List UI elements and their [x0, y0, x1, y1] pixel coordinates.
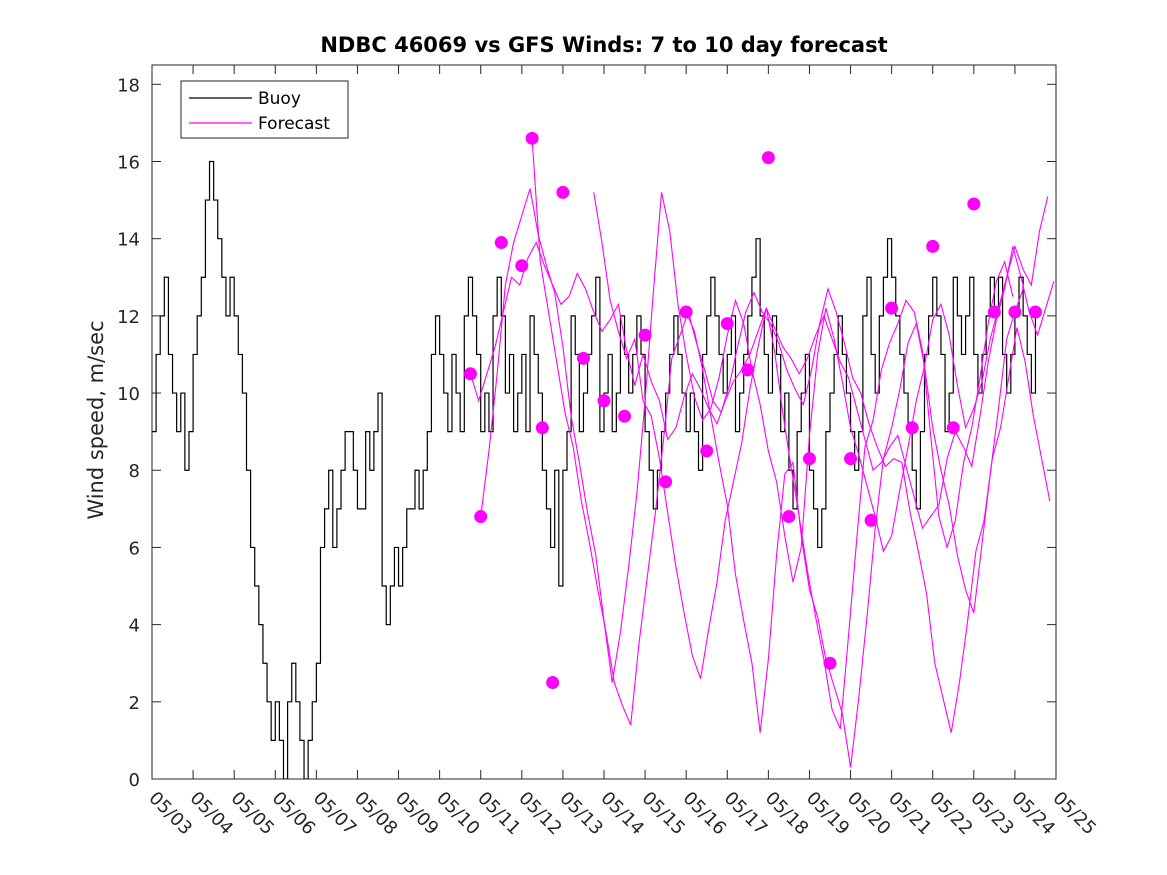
y-axis-label: Wind speed, m/sec — [84, 320, 108, 519]
y-tick-label: 16 — [117, 152, 140, 173]
forecast-marker — [494, 236, 508, 250]
legend-label: Buoy — [258, 89, 301, 109]
forecast-marker — [885, 301, 899, 315]
forecast-series-line-3 — [531, 138, 1051, 733]
forecast-marker — [546, 676, 560, 690]
forecast-marker — [515, 259, 529, 273]
forecast-marker — [987, 305, 1001, 319]
legend-box — [180, 80, 349, 139]
forecast-marker — [967, 197, 981, 211]
plot-series-group — [152, 131, 1055, 779]
forecast-marker — [525, 131, 539, 145]
forecast-marker — [844, 452, 858, 466]
forecast-marker — [556, 185, 570, 199]
forecast-marker — [679, 305, 693, 319]
y-tick-label: 10 — [117, 384, 140, 405]
forecast-marker — [741, 363, 755, 377]
forecast-series-line-1 — [469, 241, 1055, 530]
forecast-marker — [659, 475, 673, 489]
y-tick-label: 4 — [129, 616, 140, 637]
forecast-marker — [926, 239, 940, 253]
forecast-marker — [463, 367, 477, 381]
y-tick-label: 12 — [117, 307, 140, 328]
forecast-marker — [1028, 305, 1042, 319]
legend-label: Forecast — [258, 114, 330, 134]
forecast-marker — [618, 409, 632, 423]
buoy-series-line — [152, 160, 1040, 779]
forecast-marker — [597, 394, 611, 408]
forecast-marker — [946, 421, 960, 435]
y-tick-label: 6 — [129, 538, 140, 559]
forecast-series-line-2 — [480, 188, 1049, 683]
forecast-marker — [782, 510, 796, 524]
forecast-marker — [474, 510, 488, 524]
forecast-marker — [535, 421, 549, 435]
forecast-marker — [802, 452, 816, 466]
y-tick-label: 14 — [117, 230, 140, 251]
y-tick-label: 8 — [129, 461, 140, 482]
legend: Buoy Forecast — [180, 80, 349, 139]
forecast-marker — [823, 656, 837, 670]
forecast-marker — [761, 151, 775, 165]
y-tick-label: 2 — [129, 693, 140, 714]
forecast-marker — [638, 328, 652, 342]
forecast-marker — [905, 421, 919, 435]
y-tick-label: 18 — [117, 75, 140, 96]
y-tick-label: 0 — [129, 770, 140, 791]
chart-title: NDBC 46069 vs GFS Winds: 7 to 10 day for… — [320, 33, 887, 57]
forecast-marker — [700, 444, 714, 458]
forecast-marker — [720, 317, 734, 331]
forecast-marker — [1008, 305, 1022, 319]
forecast-marker — [864, 513, 878, 527]
forecast-series-line-5 — [685, 288, 1024, 768]
forecast-marker — [576, 351, 590, 365]
